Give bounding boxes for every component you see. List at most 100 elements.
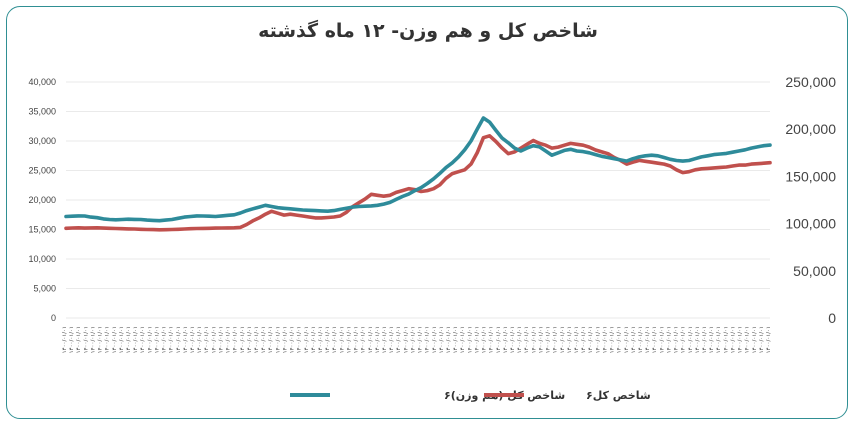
x-tick-label: ۱۴۰۰/۰۱/۰۱ xyxy=(695,326,701,353)
x-tick-label: ۱۴۰۰/۰۱/۰۱ xyxy=(105,326,111,353)
legend-label-total: شاخص کل۶ xyxy=(586,389,651,402)
x-tick-label: ۱۴۰۰/۰۱/۰۱ xyxy=(581,326,587,353)
x-tick-label: ۱۴۰۰/۰۱/۰۱ xyxy=(666,326,672,353)
x-tick-label: ۱۴۰۰/۰۱/۰۱ xyxy=(652,326,658,353)
x-tick-label: ۱۴۰۰/۰۱/۰۱ xyxy=(482,326,488,353)
right-tick-label: 100,000 xyxy=(785,216,836,232)
left-tick-label: 30,000 xyxy=(28,136,56,146)
x-tick-label: ۱۴۰۰/۰۱/۰۱ xyxy=(453,326,459,353)
x-tick-label: ۱۴۰۰/۰۱/۰۱ xyxy=(631,326,637,353)
right-tick-label: 0 xyxy=(828,310,836,326)
x-tick-label: ۱۴۰۰/۰۱/۰۱ xyxy=(169,326,175,353)
x-tick-label: ۱۴۰۰/۰۱/۰۱ xyxy=(524,326,530,353)
legend: شاخص کل (هم وزن)۶ شاخص کل۶ xyxy=(290,389,651,402)
x-tick-label: ۱۴۰۰/۰۱/۰۱ xyxy=(62,326,68,353)
series-line-equal-weight xyxy=(64,116,772,223)
x-tick-label: ۱۴۰۰/۰۱/۰۱ xyxy=(759,326,765,353)
x-tick-label: ۱۴۰۰/۰۱/۰۱ xyxy=(268,326,274,353)
x-tick-label: ۱۴۰۰/۰۱/۰۱ xyxy=(318,326,324,353)
right-tick-label: 250,000 xyxy=(785,74,836,90)
x-tick-label: ۱۴۰۰/۰۱/۰۱ xyxy=(474,326,480,353)
x-tick-label: ۱۴۰۰/۰۱/۰۱ xyxy=(247,326,253,353)
x-tick-label: ۱۴۰۰/۰۱/۰۱ xyxy=(489,326,495,353)
left-axis-ticks: 0 5,000 10,000 15,000 20,000 25,000 30,000 35,0… xyxy=(28,77,56,323)
left-tick-label: 10,000 xyxy=(28,254,56,264)
x-tick-label: ۱۴۰۰/۰۱/۰۱ xyxy=(240,326,246,353)
x-tick-label: ۱۴۰۰/۰۱/۰۱ xyxy=(304,326,310,353)
gridlines xyxy=(66,81,770,319)
x-tick-label: ۱۴۰۰/۰۱/۰۱ xyxy=(425,326,431,353)
x-tick-label: ۱۴۰۰/۰۱/۰۱ xyxy=(83,326,89,353)
x-tick-label: ۱۴۰۰/۰۱/۰۱ xyxy=(624,326,630,353)
x-tick-label: ۱۴۰۰/۰۱/۰۱ xyxy=(496,326,502,353)
x-tick-label: ۱۴۰۰/۰۱/۰۱ xyxy=(702,326,708,353)
x-tick-label: ۱۴۰۰/۰۱/۰۱ xyxy=(745,326,751,353)
x-tick-label: ۱۴۰۰/۰۱/۰۱ xyxy=(617,326,623,353)
x-tick-label: ۱۴۰۰/۰۱/۰۱ xyxy=(574,326,580,353)
x-tick-label: ۱۴۰۰/۰۱/۰۱ xyxy=(418,326,424,353)
right-axis-ticks: 0 50,000 100,000 150,000 200,000 250,000 xyxy=(785,74,836,326)
x-tick-label: ۱۴۰۰/۰۱/۰۱ xyxy=(723,326,729,353)
x-tick-label: ۱۴۰۰/۰۱/۰۱ xyxy=(659,326,665,353)
series-line-total xyxy=(64,134,772,232)
x-tick-label: ۱۴۰۰/۰۱/۰۱ xyxy=(297,326,303,353)
x-tick-label: ۱۴۰۰/۰۱/۰۱ xyxy=(361,326,367,353)
x-tick-label: ۱۴۰۰/۰۱/۰۱ xyxy=(282,326,288,353)
x-tick-label: ۱۴۰۰/۰۱/۰۱ xyxy=(154,326,160,353)
left-tick-label: 35,000 xyxy=(28,107,56,117)
x-tick-label: ۱۴۰۰/۰۱/۰۱ xyxy=(560,326,566,353)
x-tick-label: ۱۴۰۰/۰۱/۰۱ xyxy=(382,326,388,353)
x-tick-label: ۱۴۰۰/۰۱/۰۱ xyxy=(460,326,466,353)
x-tick-label: ۱۴۰۰/۰۱/۰۱ xyxy=(261,326,267,353)
x-tick-label: ۱۴۰۰/۰۱/۰۱ xyxy=(290,326,296,353)
left-tick-label: 0 xyxy=(51,313,56,323)
x-tick-label: ۱۴۰۰/۰۱/۰۱ xyxy=(339,326,345,353)
x-tick-label: ۱۴۰۰/۰۱/۰۱ xyxy=(688,326,694,353)
x-tick-label: ۱۴۰۰/۰۱/۰۱ xyxy=(681,326,687,353)
chart-title: شاخص کل و هم وزن- ۱۲ ماه گذشته xyxy=(258,20,598,42)
x-tick-label: ۱۴۰۰/۰۱/۰۱ xyxy=(432,326,438,353)
x-tick-label: ۱۴۰۰/۰۱/۰۱ xyxy=(90,326,96,353)
x-tick-label: ۱۴۰۰/۰۱/۰۱ xyxy=(738,326,744,353)
right-tick-label: 200,000 xyxy=(785,121,836,137)
x-tick-label: ۱۴۰۰/۰۱/۰۱ xyxy=(354,326,360,353)
x-tick-label: ۱۴۰۰/۰۱/۰۱ xyxy=(204,326,210,353)
x-tick-label: ۱۴۰۰/۰۱/۰۱ xyxy=(332,326,338,353)
x-tick-label: ۱۴۰۰/۰۱/۰۱ xyxy=(567,326,573,353)
left-tick-label: 15,000 xyxy=(28,225,56,235)
right-tick-label: 50,000 xyxy=(793,263,836,279)
x-tick-label: ۱۴۰۰/۰۱/۰۱ xyxy=(133,326,139,353)
left-tick-label: 40,000 xyxy=(28,77,56,87)
x-tick-label: ۱۴۰۰/۰۱/۰۱ xyxy=(183,326,189,353)
x-tick-label: ۱۴۰۰/۰۱/۰۱ xyxy=(595,326,601,353)
x-tick-label: ۱۴۰۰/۰۱/۰۱ xyxy=(325,326,331,353)
x-tick-label: ۱۴۰۰/۰۱/۰۱ xyxy=(226,326,232,353)
x-tick-label: ۱۴۰۰/۰۱/۰۱ xyxy=(197,326,203,353)
x-tick-label: ۱۴۰۰/۰۱/۰۱ xyxy=(766,326,772,353)
x-tick-label: ۱۴۰۰/۰۱/۰۱ xyxy=(254,326,260,353)
x-tick-label: ۱۴۰۰/۰۱/۰۱ xyxy=(69,326,75,353)
x-tick-label: ۱۴۰۰/۰۱/۰۱ xyxy=(176,326,182,353)
x-tick-label: ۱۴۰۰/۰۱/۰۱ xyxy=(517,326,523,353)
x-tick-label: ۱۴۰۰/۰۱/۰۱ xyxy=(503,326,509,353)
x-tick-label: ۱۴۰۰/۰۱/۰۱ xyxy=(346,326,352,353)
x-tick-label: ۱۴۰۰/۰۱/۰۱ xyxy=(709,326,715,353)
x-tick-label: ۱۴۰۰/۰۱/۰۱ xyxy=(602,326,608,353)
right-tick-label: 150,000 xyxy=(785,168,836,184)
x-tick-label: ۱۴۰۰/۰۱/۰۱ xyxy=(275,326,281,353)
series-lines xyxy=(64,116,772,232)
x-axis-ticks: ۱۴۰۰/۰۱/۰۱ ۱۴۰۰/۰۱/۰۱ ۱۴۰۰/۰۱/۰۱ ۱۴۰۰/۰۱/۰۱… xyxy=(62,326,772,353)
x-tick-label: ۱۴۰۰/۰۱/۰۱ xyxy=(368,326,374,353)
x-tick-label: ۱۴۰۰/۰۱/۰۱ xyxy=(162,326,168,353)
x-tick-label: ۱۴۰۰/۰۱/۰۱ xyxy=(538,326,544,353)
x-tick-label: ۱۴۰۰/۰۱/۰۱ xyxy=(467,326,473,353)
x-tick-label: ۱۴۰۰/۰۱/۰۱ xyxy=(76,326,82,353)
x-tick-label: ۱۴۰۰/۰۱/۰۱ xyxy=(396,326,402,353)
x-tick-label: ۱۴۰۰/۰۱/۰۱ xyxy=(645,326,651,353)
chart-frame xyxy=(6,6,848,419)
x-tick-label: ۱۴۰۰/۰۱/۰۱ xyxy=(610,326,616,353)
x-tick-label: ۱۴۰۰/۰۱/۰۱ xyxy=(588,326,594,353)
x-tick-label: ۱۴۰۰/۰۱/۰۱ xyxy=(190,326,196,353)
x-tick-label: ۱۴۰۰/۰۱/۰۱ xyxy=(389,326,395,353)
